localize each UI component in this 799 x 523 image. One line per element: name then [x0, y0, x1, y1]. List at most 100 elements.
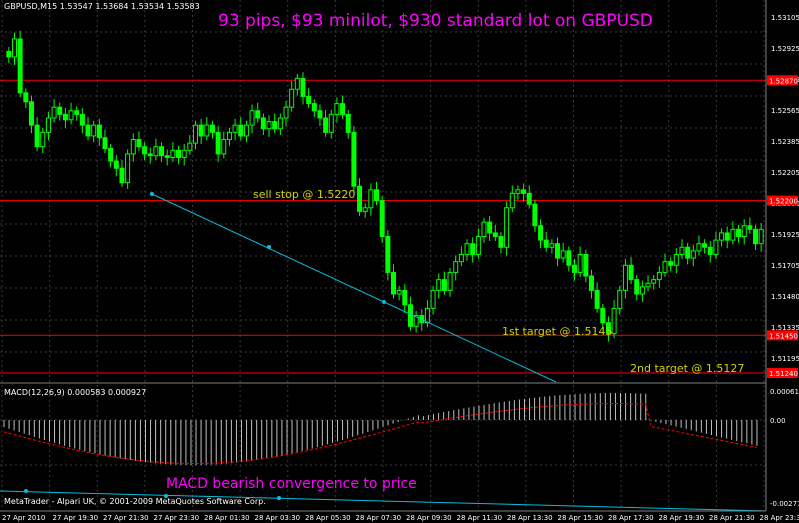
macd-trend-point — [24, 489, 28, 493]
price-marker-label: 1.51240 — [769, 370, 798, 378]
candle-body — [272, 121, 278, 130]
candle-body — [226, 131, 232, 141]
time-tick-label: 28 Apr 11:30 — [457, 514, 503, 522]
candle-body — [374, 189, 380, 202]
candle-body — [266, 121, 272, 130]
candle-body — [96, 124, 102, 139]
candle-body — [68, 110, 74, 121]
candle-body — [345, 113, 351, 133]
price-marker-box — [767, 195, 798, 206]
candle-body — [328, 113, 334, 133]
candle-body — [470, 243, 476, 255]
candle-body — [379, 200, 385, 238]
candle-body — [255, 110, 261, 119]
candle-body — [368, 189, 374, 209]
macd-signal-line — [3, 403, 757, 464]
candle-body — [645, 282, 651, 288]
candle-body — [685, 246, 691, 259]
time-tick-label: 28 Apr 19:30 — [659, 514, 705, 522]
candle-body — [142, 146, 148, 155]
candle-body — [164, 155, 170, 158]
time-tick-label: 28 Apr 13:30 — [507, 514, 553, 522]
price-trend-line — [151, 193, 557, 383]
candle-body — [453, 261, 459, 273]
candle-body — [243, 124, 249, 137]
candle-body — [555, 243, 561, 259]
candle-body — [385, 236, 391, 273]
candle-body — [34, 124, 40, 148]
candle-body — [498, 236, 504, 248]
candle-body — [504, 207, 510, 248]
candle-body — [747, 225, 753, 230]
candle-body — [396, 289, 402, 295]
candle-body — [204, 124, 210, 137]
candle-body — [159, 146, 165, 157]
time-tick-label: 28 Apr 01:30 — [204, 514, 250, 522]
headline-text: 93 pips, $93 minilot, $930 standard lot … — [218, 11, 653, 31]
candle-body — [85, 124, 91, 137]
candle-body — [277, 117, 283, 130]
candle-body — [136, 139, 142, 148]
time-tick-label: 28 Apr 15:30 — [558, 514, 604, 522]
candle-body — [170, 149, 176, 158]
candle-body — [526, 192, 532, 205]
candle-body — [357, 185, 363, 212]
candle-body — [758, 228, 764, 245]
candle-body — [719, 232, 725, 241]
candle-body — [215, 131, 221, 155]
candle-body — [679, 246, 685, 255]
price-tick-label: 1.51705 — [771, 262, 799, 270]
candle-body — [424, 307, 430, 324]
candle-body — [713, 239, 719, 255]
trend-lines — [0, 192, 767, 512]
candle-body — [702, 243, 708, 248]
candle-body — [622, 264, 628, 291]
price-marker-box — [767, 330, 798, 341]
candle-body — [238, 124, 244, 137]
candle-body — [741, 225, 747, 238]
candle-body — [532, 203, 538, 227]
candle-body — [108, 148, 114, 162]
candle-body — [583, 253, 589, 277]
candle-body — [549, 243, 555, 248]
candle-body — [487, 221, 493, 234]
time-tick-label: 27 Apr 19:30 — [53, 514, 99, 522]
time-tick-label: 27 Apr 2010 — [2, 514, 45, 522]
candle-body — [509, 192, 515, 209]
candle-body — [605, 322, 611, 335]
candle-body — [696, 243, 702, 252]
candle-body — [617, 289, 623, 309]
symbol-header: GBPUSD,M15 1.53547 1.53684 1.53534 1.535… — [4, 2, 200, 11]
time-axis: 27 Apr 2010 27 Apr 19:30 27 Apr 21:30 27 Ap… — [2, 514, 799, 522]
candle-body — [543, 239, 549, 248]
candle-body — [577, 253, 583, 273]
candle-body — [390, 271, 396, 295]
candle-body — [515, 189, 521, 194]
candle-body — [588, 275, 594, 291]
candle-body — [402, 289, 408, 306]
candle-body — [628, 264, 634, 281]
candle-body — [656, 271, 662, 281]
price-marker-box — [767, 75, 798, 86]
price-axis: 1.531051.529251.527451.525651.523851.522… — [767, 14, 799, 379]
time-tick-label: 27 Apr 23:30 — [154, 514, 200, 522]
candle-body — [51, 106, 57, 119]
candle-body — [634, 279, 640, 295]
candle-body — [91, 124, 97, 137]
time-tick-label: 28 Apr 07:30 — [356, 514, 402, 522]
candle-body — [475, 236, 481, 255]
candle-body — [334, 103, 340, 115]
price-marker-label: 1.52200 — [769, 198, 798, 206]
candle-body — [57, 106, 63, 115]
time-tick-label: 28 Apr 03:30 — [255, 514, 301, 522]
candles — [6, 30, 764, 342]
candle-body — [232, 124, 238, 133]
candle-body — [651, 279, 657, 284]
candle-body — [481, 221, 487, 238]
candle-body — [362, 207, 368, 212]
target1-label: 1st target @ 1.5145 — [502, 325, 612, 338]
trend-point — [150, 192, 154, 196]
candle-body — [147, 153, 153, 157]
